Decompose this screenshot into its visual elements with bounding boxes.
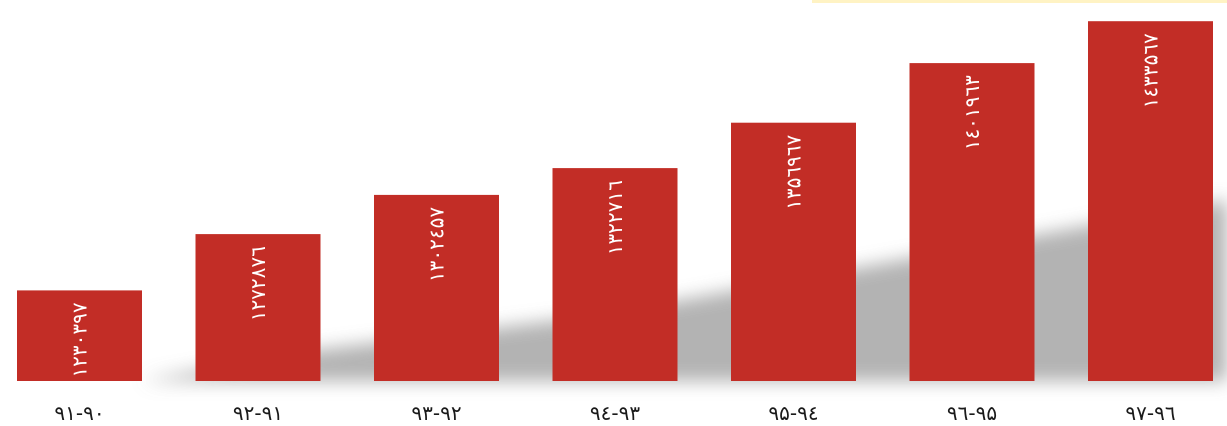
x-tick-label: ۹٤-۹۳	[590, 401, 640, 425]
bars	[17, 21, 1213, 381]
bar-value-label: ۱۲۷۲۸۷٦	[246, 246, 270, 321]
bar-value-label: ۱٤۳۳۵٦۷	[1139, 33, 1163, 108]
x-axis-tick-labels: ۹۱-۹۰ ۹۲-۹۱ ۹۳-۹۲ ۹٤-۹۳ ۹۵-۹٤ ۹٦-۹۵ ۹۷-۹٦	[54, 401, 1175, 425]
bar-value-labels: ۱۲۳۰۳۹۷ ۱۲۷۲۸۷٦ ۱۳۰۲٤۵۷ ۱۳۲۲۷۱٦ ۱۳۵٦۹٦۷ ۱٤۰۱۹…	[68, 33, 1163, 378]
bar-value-label: ۱۳۰۲٤۵۷	[425, 207, 449, 282]
bar-value-label: ۱۳۲۲۷۱٦	[603, 180, 627, 255]
x-tick-label: ۹۱-۹۰	[54, 401, 104, 425]
bar	[909, 63, 1035, 381]
bar	[731, 122, 856, 381]
x-tick-label: ۹۵-۹٤	[768, 401, 818, 425]
top-accent-line	[812, 0, 1227, 3]
bar	[17, 290, 142, 381]
x-tick-label: ۹۷-۹٦	[1125, 401, 1175, 425]
bar	[1088, 21, 1213, 381]
x-tick-label: ۹٦-۹۵	[947, 401, 997, 425]
x-tick-label: ۹۳-۹۲	[411, 401, 461, 425]
bar-value-label: ۱۳۵٦۹٦۷	[782, 134, 806, 209]
bar	[195, 234, 321, 381]
bar	[374, 194, 499, 381]
x-tick-label: ۹۲-۹۱	[233, 401, 283, 425]
bar-value-label: ۱۲۳۰۳۹۷	[68, 302, 92, 377]
bar	[552, 168, 678, 381]
bar-value-label: ۱٤۰۱۹٦۳	[960, 75, 984, 150]
